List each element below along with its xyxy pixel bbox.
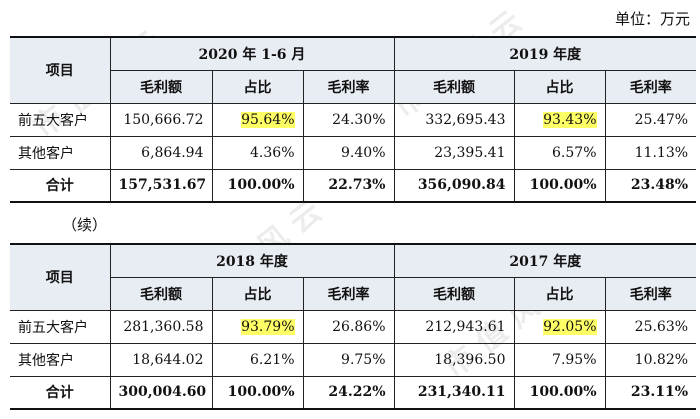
cell-value: 6.21%: [211, 342, 304, 377]
table-row: 前五大客户 150,666.72 95.64% 24.30% 332,695.4…: [10, 102, 697, 137]
period-header: 2018 年度: [109, 243, 395, 278]
share-header: 占比: [211, 276, 304, 311]
cell-value: 212,943.61: [393, 309, 515, 344]
cell-value: 9.75%: [302, 342, 395, 377]
period-header: 2017 年度: [393, 243, 697, 278]
cell-value: 11.13%: [604, 135, 697, 170]
row-label: 合计: [10, 375, 111, 410]
cell-value: 157,531.67: [109, 168, 213, 203]
cell-value: 4.36%: [211, 135, 304, 170]
cell-value: 356,090.84: [393, 168, 515, 203]
margin-header: 毛利率: [604, 69, 697, 104]
item-header: 项目: [10, 36, 111, 104]
margin-header: 毛利率: [302, 69, 395, 104]
row-label: 合计: [10, 168, 111, 203]
cell-value: 100.00%: [513, 168, 606, 203]
cell-value: 24.30%: [302, 102, 395, 137]
cell-value: 18,644.02: [109, 342, 213, 377]
gross-profit-header: 毛利额: [110, 69, 213, 104]
cell-value: 23,395.41: [393, 135, 515, 170]
gross-profit-table-1: 项目 2020 年 1-6 月 2019 年度 毛利额 占比 毛利率 毛利额 占…: [10, 36, 697, 203]
highlighted-share-value: 93.79%: [241, 318, 295, 335]
period-header: 2020 年 1-6 月: [109, 36, 395, 71]
margin-header: 毛利率: [302, 276, 395, 311]
cell-value: 22.73%: [302, 168, 395, 203]
cell-value: 281,360.58: [109, 309, 213, 344]
cell-value: 100.00%: [211, 168, 304, 203]
cell-value: 23.11%: [604, 375, 697, 410]
item-header: 项目: [10, 243, 111, 311]
gross-profit-header: 毛利额: [393, 69, 515, 104]
share-header: 占比: [513, 69, 606, 104]
cell-value: 332,695.43: [393, 102, 515, 137]
cell-value: 25.47%: [604, 102, 697, 137]
cell-value: 18,396.50: [393, 342, 515, 377]
cell-value: 150,666.72: [109, 102, 213, 137]
gross-profit-header: 毛利额: [393, 276, 515, 311]
highlighted-share-value: 92.05%: [543, 318, 597, 335]
cell-value: 9.40%: [302, 135, 395, 170]
cell-value: 7.95%: [513, 342, 606, 377]
share-header: 占比: [211, 69, 304, 104]
cell-value: 100.00%: [211, 375, 304, 410]
total-row: 合计 157,531.67 100.00% 22.73% 356,090.84 …: [10, 168, 697, 203]
row-label: 前五大客户: [10, 309, 111, 344]
cell-value: 24.22%: [302, 375, 395, 410]
continued-label: （续）: [62, 216, 108, 234]
cell-value: 6,864.94: [109, 135, 213, 170]
row-label: 其他客户: [10, 342, 111, 377]
table-row: 前五大客户 281,360.58 93.79% 26.86% 212,943.6…: [10, 309, 697, 344]
total-row: 合计 300,004.60 100.00% 24.22% 231,340.11 …: [10, 375, 697, 410]
cell-value: 6.57%: [513, 135, 606, 170]
share-header: 占比: [513, 276, 606, 311]
cell-value: 26.86%: [302, 309, 395, 344]
gross-profit-table-2: 项目 2018 年度 2017 年度 毛利额 占比 毛利率 毛利额 占比 毛利率…: [10, 243, 697, 410]
cell-value: 231,340.11: [393, 375, 515, 410]
highlighted-share-value: 95.64%: [241, 111, 295, 128]
cell-value: 10.82%: [604, 342, 697, 377]
highlighted-share-value: 93.43%: [543, 111, 597, 128]
cell-value: 300,004.60: [109, 375, 213, 410]
unit-label: 单位：万元: [614, 10, 690, 28]
cell-value: 25.63%: [604, 309, 697, 344]
table-row: 其他客户 6,864.94 4.36% 9.40% 23,395.41 6.57…: [10, 135, 697, 170]
table-row: 其他客户 18,644.02 6.21% 9.75% 18,396.50 7.9…: [10, 342, 697, 377]
period-header: 2019 年度: [393, 36, 697, 71]
gross-profit-header: 毛利额: [110, 276, 213, 311]
row-label: 其他客户: [10, 135, 111, 170]
cell-value: 23.48%: [604, 168, 697, 203]
margin-header: 毛利率: [604, 276, 697, 311]
cell-value: 100.00%: [513, 375, 606, 410]
row-label: 前五大客户: [10, 102, 111, 137]
